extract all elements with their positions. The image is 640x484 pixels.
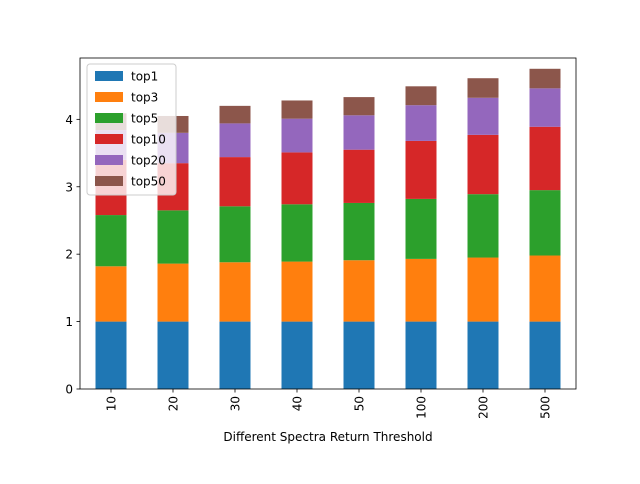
bar-top1-200 xyxy=(467,321,499,389)
bar-top1-30 xyxy=(219,321,251,389)
y-tick-label: 3 xyxy=(65,180,73,194)
x-tick-label: 500 xyxy=(539,396,553,419)
bar-top10-30 xyxy=(219,157,251,207)
x-tick-label: 50 xyxy=(353,396,367,411)
bar-top3-30 xyxy=(219,262,251,322)
bar-top10-100 xyxy=(405,140,437,199)
legend-label-top1: top1 xyxy=(131,70,158,84)
y-tick-label: 0 xyxy=(65,383,73,397)
x-tick-label: 100 xyxy=(415,396,429,419)
x-tick-label: 30 xyxy=(229,396,243,411)
bar-top3-200 xyxy=(467,257,499,322)
bar-top50-50 xyxy=(343,97,375,116)
x-tick-label: 20 xyxy=(167,396,181,411)
bar-top5-50 xyxy=(343,202,375,261)
legend-swatch-top1 xyxy=(95,71,123,81)
legend-swatch-top20 xyxy=(95,155,123,165)
legend-swatch-top3 xyxy=(95,92,123,102)
bar-top1-500 xyxy=(529,321,561,389)
bar-top5-20 xyxy=(157,210,189,264)
bar-top50-200 xyxy=(467,78,499,98)
x-axis-label: Different Spectra Return Threshold xyxy=(223,430,432,444)
bar-top20-40 xyxy=(281,118,313,153)
legend-swatch-top10 xyxy=(95,134,123,144)
axes-group: 0 1 2 3 4 10 20 30 40 50 100 200 500 xyxy=(65,57,577,419)
legend-label-top20: top20 xyxy=(131,154,166,168)
bar-top20-50 xyxy=(343,115,375,150)
y-tick-label: 1 xyxy=(65,315,73,329)
legend: top1 top3 top5 top10 top20 top50 xyxy=(86,63,177,196)
x-tick-label: 10 xyxy=(105,396,119,411)
x-tick-label: 40 xyxy=(291,396,305,411)
bar-top10-500 xyxy=(529,126,561,191)
y-tick-label: 4 xyxy=(65,113,73,127)
bar-top3-50 xyxy=(343,260,375,322)
bar-top1-50 xyxy=(343,321,375,389)
legend-label-top5: top5 xyxy=(131,112,158,126)
bar-top5-10 xyxy=(95,215,127,267)
legend-swatch-top50 xyxy=(95,176,123,186)
bar-top50-500 xyxy=(529,68,561,89)
bar-top3-20 xyxy=(157,263,189,322)
bar-top5-200 xyxy=(467,194,499,258)
bar-top5-40 xyxy=(281,204,313,262)
bar-top10-50 xyxy=(343,149,375,203)
bar-top3-40 xyxy=(281,261,313,322)
bar-top3-100 xyxy=(405,258,437,322)
bar-top10-40 xyxy=(281,152,313,205)
x-tick-label: 200 xyxy=(477,396,491,419)
bar-top1-40 xyxy=(281,321,313,389)
bar-top50-100 xyxy=(405,86,437,106)
legend-label-top10: top10 xyxy=(131,133,166,147)
bar-top1-20 xyxy=(157,321,189,389)
bar-top5-100 xyxy=(405,198,437,259)
bar-top1-100 xyxy=(405,321,437,389)
bar-top5-30 xyxy=(219,206,251,263)
axes-frame xyxy=(79,57,577,390)
bar-top20-30 xyxy=(219,123,251,158)
bar-top50-40 xyxy=(281,100,313,119)
bar-top20-100 xyxy=(405,105,437,141)
bar-top20-200 xyxy=(467,97,499,135)
legend-swatch-top5 xyxy=(95,113,123,123)
bar-top3-500 xyxy=(529,255,561,322)
bar-top5-500 xyxy=(529,190,561,256)
legend-label-top50: top50 xyxy=(131,175,166,189)
bar-top3-10 xyxy=(95,266,127,322)
y-tick-label: 2 xyxy=(65,248,73,262)
bar-top50-30 xyxy=(219,105,251,124)
bar-top1-10 xyxy=(95,321,127,389)
legend-label-top3: top3 xyxy=(131,91,158,105)
bar-top20-500 xyxy=(529,88,561,127)
bar-top10-200 xyxy=(467,134,499,195)
